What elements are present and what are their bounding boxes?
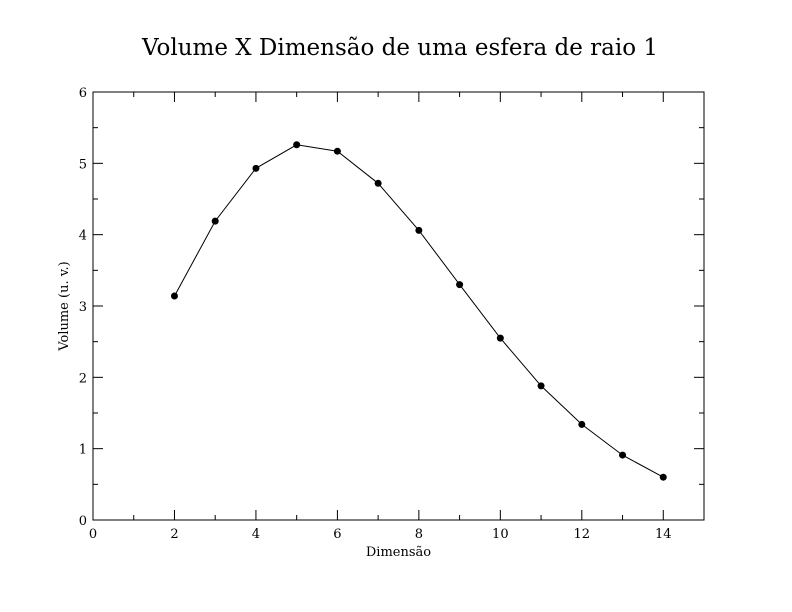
plot-frame bbox=[92, 91, 705, 521]
data-point bbox=[578, 420, 586, 428]
points-layer bbox=[170, 141, 667, 481]
y-tick-label: 5 bbox=[79, 157, 87, 172]
y-tick-label: 6 bbox=[79, 86, 87, 101]
data-point bbox=[252, 164, 260, 172]
y-tick-label: 4 bbox=[79, 229, 87, 244]
y-axis-label: Volume (u. v.) bbox=[57, 261, 72, 351]
x-axis-label: Dimensão bbox=[366, 545, 431, 560]
data-point bbox=[659, 473, 667, 481]
series-line bbox=[174, 144, 664, 478]
ticks-layer bbox=[92, 91, 704, 521]
data-point bbox=[170, 292, 178, 300]
data-point bbox=[456, 281, 464, 289]
data-point bbox=[496, 334, 504, 342]
data-point bbox=[537, 382, 545, 390]
x-tick-label: 6 bbox=[333, 527, 341, 542]
y-tick-label: 3 bbox=[79, 300, 87, 315]
y-tick-label: 0 bbox=[79, 514, 87, 529]
x-tick-label: 0 bbox=[89, 527, 97, 542]
x-tick-label: 12 bbox=[574, 527, 591, 542]
y-tick-label: 2 bbox=[79, 371, 87, 386]
x-tick-label: 10 bbox=[492, 527, 509, 542]
data-point bbox=[415, 226, 423, 234]
data-point bbox=[333, 147, 341, 155]
data-point bbox=[293, 141, 301, 149]
x-tick-label: 2 bbox=[170, 527, 178, 542]
x-tick-label: 8 bbox=[415, 527, 423, 542]
data-point bbox=[619, 451, 627, 459]
x-tick-label: 4 bbox=[252, 527, 260, 542]
data-point bbox=[211, 217, 219, 225]
x-tick-label: 14 bbox=[655, 527, 672, 542]
data-point bbox=[374, 179, 382, 187]
chart-title: Volume X Dimensão de uma esfera de raio … bbox=[141, 35, 658, 61]
y-tick-label: 1 bbox=[79, 443, 87, 458]
